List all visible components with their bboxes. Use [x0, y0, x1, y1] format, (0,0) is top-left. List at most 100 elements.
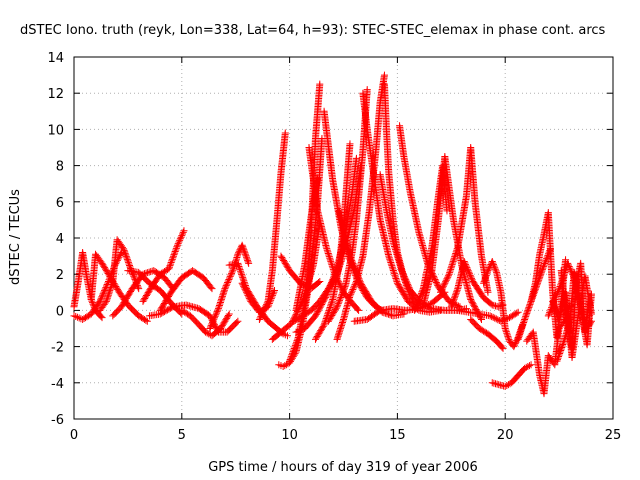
- data-point-marker: [293, 337, 301, 345]
- data-point-marker: [169, 254, 177, 262]
- data-point-marker: [159, 308, 167, 316]
- data-point-marker: [398, 267, 406, 275]
- data-point-marker: [511, 341, 519, 349]
- data-point-marker: [448, 301, 456, 309]
- data-point-marker: [521, 315, 529, 323]
- data-point-marker: [330, 267, 338, 275]
- data-point-marker: [318, 325, 326, 333]
- data-point-marker: [73, 313, 81, 321]
- data-point-marker: [100, 262, 108, 270]
- data-point-marker: [465, 268, 473, 276]
- data-point-marker: [245, 294, 253, 302]
- data-point-marker: [242, 253, 250, 261]
- data-point-marker: [72, 313, 80, 321]
- data-point-marker: [506, 314, 514, 322]
- data-point-marker: [323, 289, 331, 297]
- data-point-marker: [243, 255, 251, 263]
- data-point-marker: [316, 277, 324, 285]
- data-point-marker: [312, 310, 320, 318]
- data-point-marker: [489, 313, 497, 321]
- data-point-marker: [324, 249, 332, 257]
- data-point-marker: [537, 269, 545, 277]
- data-point-marker: [168, 304, 176, 312]
- data-point-marker: [328, 277, 336, 285]
- data-point-marker: [208, 285, 216, 293]
- data-point-marker: [513, 309, 521, 317]
- data-point-marker: [169, 252, 177, 260]
- data-point-marker: [484, 288, 492, 296]
- data-point-marker: [349, 260, 357, 268]
- data-point-marker: [289, 348, 297, 356]
- data-point-marker: [293, 315, 301, 323]
- data-point-marker: [492, 315, 500, 323]
- data-point-marker: [244, 256, 252, 264]
- data-point-marker: [145, 268, 153, 276]
- data-point-marker: [315, 278, 323, 286]
- data-point-marker: [437, 288, 445, 296]
- data-point-marker: [553, 289, 561, 297]
- data-point-marker: [158, 269, 166, 277]
- data-point-marker: [447, 265, 455, 273]
- x-tick-label: 0: [70, 428, 78, 443]
- data-point-marker: [207, 283, 215, 291]
- data-point-marker: [291, 316, 299, 324]
- data-point-marker: [347, 290, 355, 298]
- data-point-marker: [326, 314, 334, 322]
- data-point-marker: [171, 249, 179, 257]
- data-point-marker: [398, 268, 406, 276]
- data-point-marker: [480, 279, 488, 287]
- data-point-marker: [501, 325, 509, 332]
- data-point-marker: [220, 319, 228, 327]
- data-point-marker: [229, 266, 237, 274]
- data-point-marker: [390, 268, 398, 276]
- data-point-marker: [228, 268, 236, 276]
- data-point-marker: [450, 256, 458, 264]
- data-point-marker: [453, 288, 461, 296]
- data-point-marker: [240, 284, 248, 292]
- data-point-marker: [475, 325, 483, 332]
- data-point-marker: [315, 306, 323, 314]
- data-point-marker: [447, 303, 455, 311]
- data-point-marker: [237, 269, 245, 277]
- data-point-marker: [259, 308, 267, 316]
- data-point-marker: [101, 265, 109, 273]
- data-point-marker: [336, 295, 344, 303]
- data-point-marker: [503, 382, 511, 390]
- data-point-marker: [386, 257, 394, 265]
- data-point-marker: [400, 273, 408, 281]
- data-point-marker: [174, 240, 182, 248]
- data-point-marker: [566, 264, 574, 272]
- data-point-marker: [319, 298, 327, 306]
- data-point-marker: [348, 287, 356, 295]
- data-point-marker: [392, 276, 400, 284]
- data-point-marker: [326, 254, 334, 262]
- data-point-marker: [173, 241, 181, 249]
- data-point-marker: [315, 330, 323, 338]
- data-point-marker: [238, 272, 246, 280]
- data-point-marker: [338, 285, 346, 293]
- data-point-marker: [489, 261, 497, 269]
- data-point-marker: [587, 310, 595, 318]
- x-tick-label: 15: [389, 428, 406, 443]
- data-point-marker: [557, 347, 565, 355]
- data-point-marker: [202, 328, 210, 336]
- data-point-marker: [292, 340, 300, 348]
- data-point-marker: [503, 331, 511, 339]
- data-point-marker: [347, 255, 355, 263]
- data-point-marker: [402, 276, 410, 284]
- data-point-marker: [564, 261, 572, 269]
- data-point-marker: [337, 282, 345, 290]
- data-point-marker: [325, 286, 333, 294]
- data-point-marker: [328, 278, 336, 286]
- data-point-marker: [212, 309, 220, 317]
- data-point-marker: [449, 297, 457, 305]
- data-point-marker: [332, 272, 340, 280]
- data-point-marker: [433, 280, 441, 288]
- y-axis-label: dSTEC / TECUs: [8, 189, 23, 285]
- data-point-marker: [300, 311, 308, 319]
- data-point-marker: [452, 291, 460, 299]
- data-point-marker: [452, 289, 460, 297]
- data-point-marker: [83, 313, 91, 321]
- data-point-marker: [522, 311, 530, 319]
